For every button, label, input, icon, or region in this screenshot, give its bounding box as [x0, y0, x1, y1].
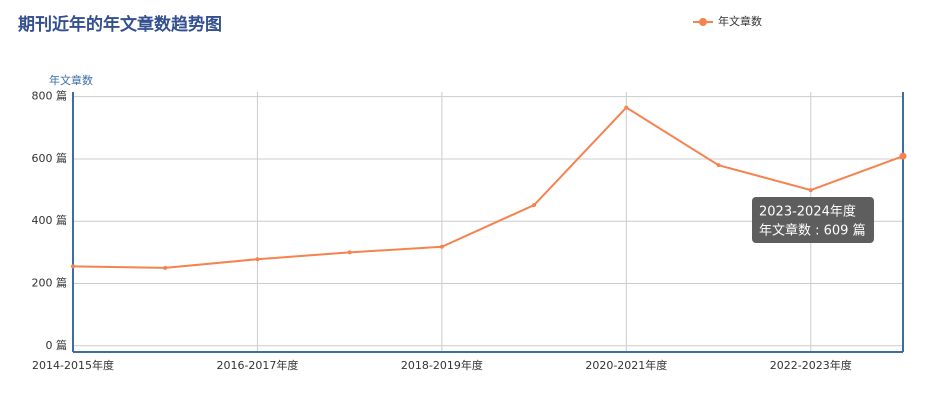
point	[71, 264, 75, 269]
point	[532, 203, 537, 208]
point	[716, 163, 721, 168]
y-tick-label: 200 篇	[32, 275, 68, 289]
chart-title: 期刊近年的年文章数趋势图	[18, 14, 222, 35]
point	[255, 257, 260, 262]
tooltip-title: 2023-2024年度	[759, 204, 856, 220]
y-tick-label: 600 篇	[32, 151, 68, 165]
legend-label: 年文章数	[718, 14, 762, 28]
point	[899, 152, 907, 160]
point	[347, 250, 352, 255]
point	[163, 265, 168, 270]
y-tick-label: 0 篇	[46, 338, 68, 352]
legend-marker	[699, 18, 707, 26]
tooltip-box	[752, 197, 874, 243]
x-tick-label: 2020-2021年度	[585, 358, 667, 372]
x-tick-label: 2016-2017年度	[216, 358, 298, 372]
x-tick-label: 2014-2015年度	[32, 358, 114, 372]
y-axis-label: 年文章数	[49, 73, 93, 87]
point	[439, 244, 444, 249]
point	[808, 188, 813, 193]
y-tick-label: 400 篇	[32, 213, 68, 227]
point	[624, 105, 629, 110]
x-tick-label: 2022-2023年度	[770, 358, 852, 372]
tooltip-text: 年文章数 : 609 篇	[759, 223, 866, 239]
x-tick-label: 2018-2019年度	[401, 358, 483, 372]
y-tick-label: 800 篇	[32, 89, 68, 103]
line	[72, 106, 904, 269]
